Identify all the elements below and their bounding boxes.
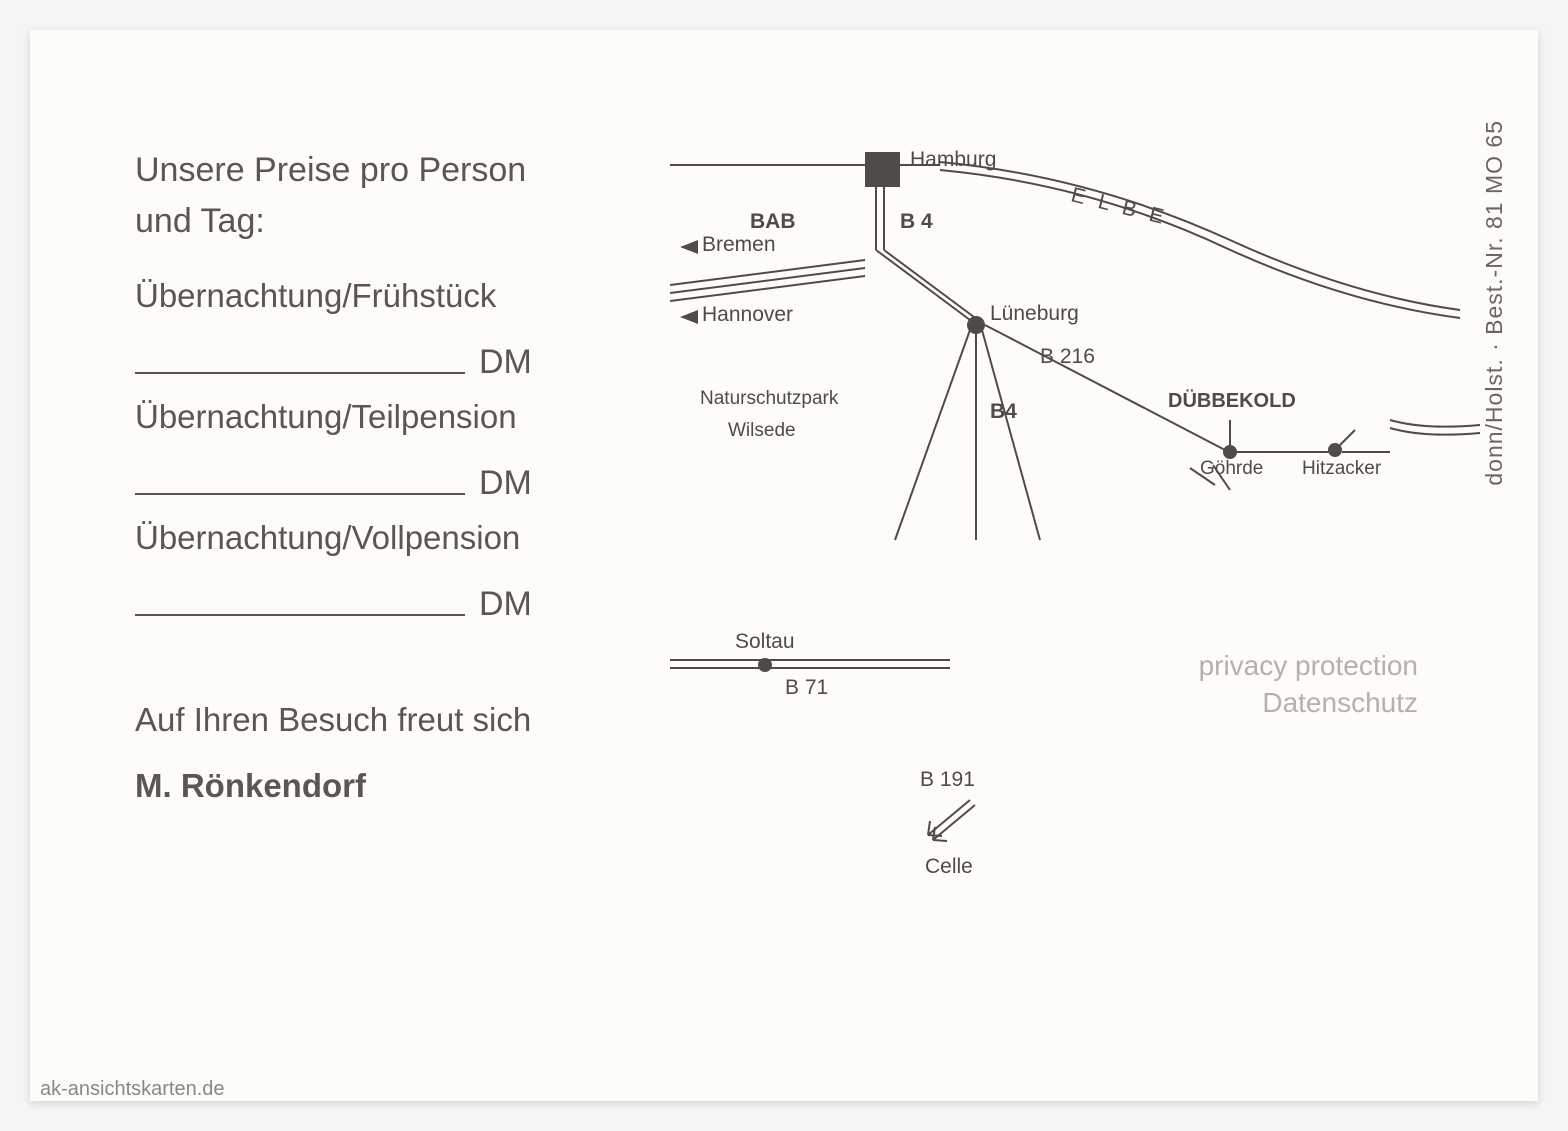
fill-line: DM [135,564,635,624]
price-label: Übernachtung/Teilpension [135,396,635,439]
map-label-hitzacker: Hitzacker [1302,458,1381,480]
currency: DM [479,585,532,624]
underline [135,372,465,374]
heading: Unsere Preise pro Person und Tag: [135,145,635,247]
price-column: Unsere Preise pro Person und Tag: Überna… [135,145,635,813]
currency: DM [479,343,532,382]
map-label-wilsede: Wilsede [728,420,796,442]
map-label-bremen: Bremen [702,233,776,257]
closing: Auf Ihren Besuch freut sich M. Rönkendor… [135,694,635,814]
map-label-b71: B 71 [785,676,828,700]
price-row-halfboard: Übernachtung/Teilpension DM [135,396,635,503]
map-label-b4-mid: B4 [990,400,1017,424]
map-label-bab: BAB [750,210,796,234]
price-label: Übernachtung/Frühstück [135,275,635,318]
map-label-soltau: Soltau [735,630,795,654]
document-page: Unsere Preise pro Person und Tag: Überna… [30,30,1538,1101]
fill-line: DM [135,322,635,382]
heading-line1: Unsere Preise pro Person [135,151,526,189]
map-label-naturschutzpark: Naturschutzpark [700,388,838,410]
map-label-b216: B 216 [1040,345,1095,369]
map-label-hamburg: Hamburg [910,148,996,172]
watermark-privacy: privacy protection Datenschutz [1199,648,1418,721]
closing-name: M. Rönkendorf [135,760,635,813]
fill-line: DM [135,443,635,503]
currency: DM [479,464,532,503]
map-label-b4-top: B 4 [900,210,933,234]
map-label-gohrde: Göhrde [1200,458,1263,480]
heading-line2: und Tag: [135,202,265,240]
price-row-fullboard: Übernachtung/Vollpension DM [135,517,635,624]
map-svg [670,120,1490,1020]
watermark-source: ak-ansichtskarten.de [40,1078,225,1101]
map-label-dubbekold: DÜBBEKOLD [1168,390,1296,413]
map-label-hannover: Hannover [702,303,793,327]
map-label-celle: Celle [925,855,973,879]
price-row-breakfast: Übernachtung/Frühstück DM [135,275,635,382]
watermark-line1: privacy protection [1199,650,1418,681]
vertical-imprint: donn/Holst. · Best.-Nr. 81 MO 65 [1481,120,1508,486]
price-label: Übernachtung/Vollpension [135,517,635,560]
map-label-luneburg: Lüneburg [990,302,1079,326]
map-label-b191: B 191 [920,768,975,792]
watermark-line2: Datenschutz [1262,687,1418,718]
underline [135,614,465,616]
closing-line: Auf Ihren Besuch freut sich [135,701,531,738]
map-area: Hamburg BAB B 4 Bremen Hannover E L B E … [670,120,1490,1020]
underline [135,493,465,495]
